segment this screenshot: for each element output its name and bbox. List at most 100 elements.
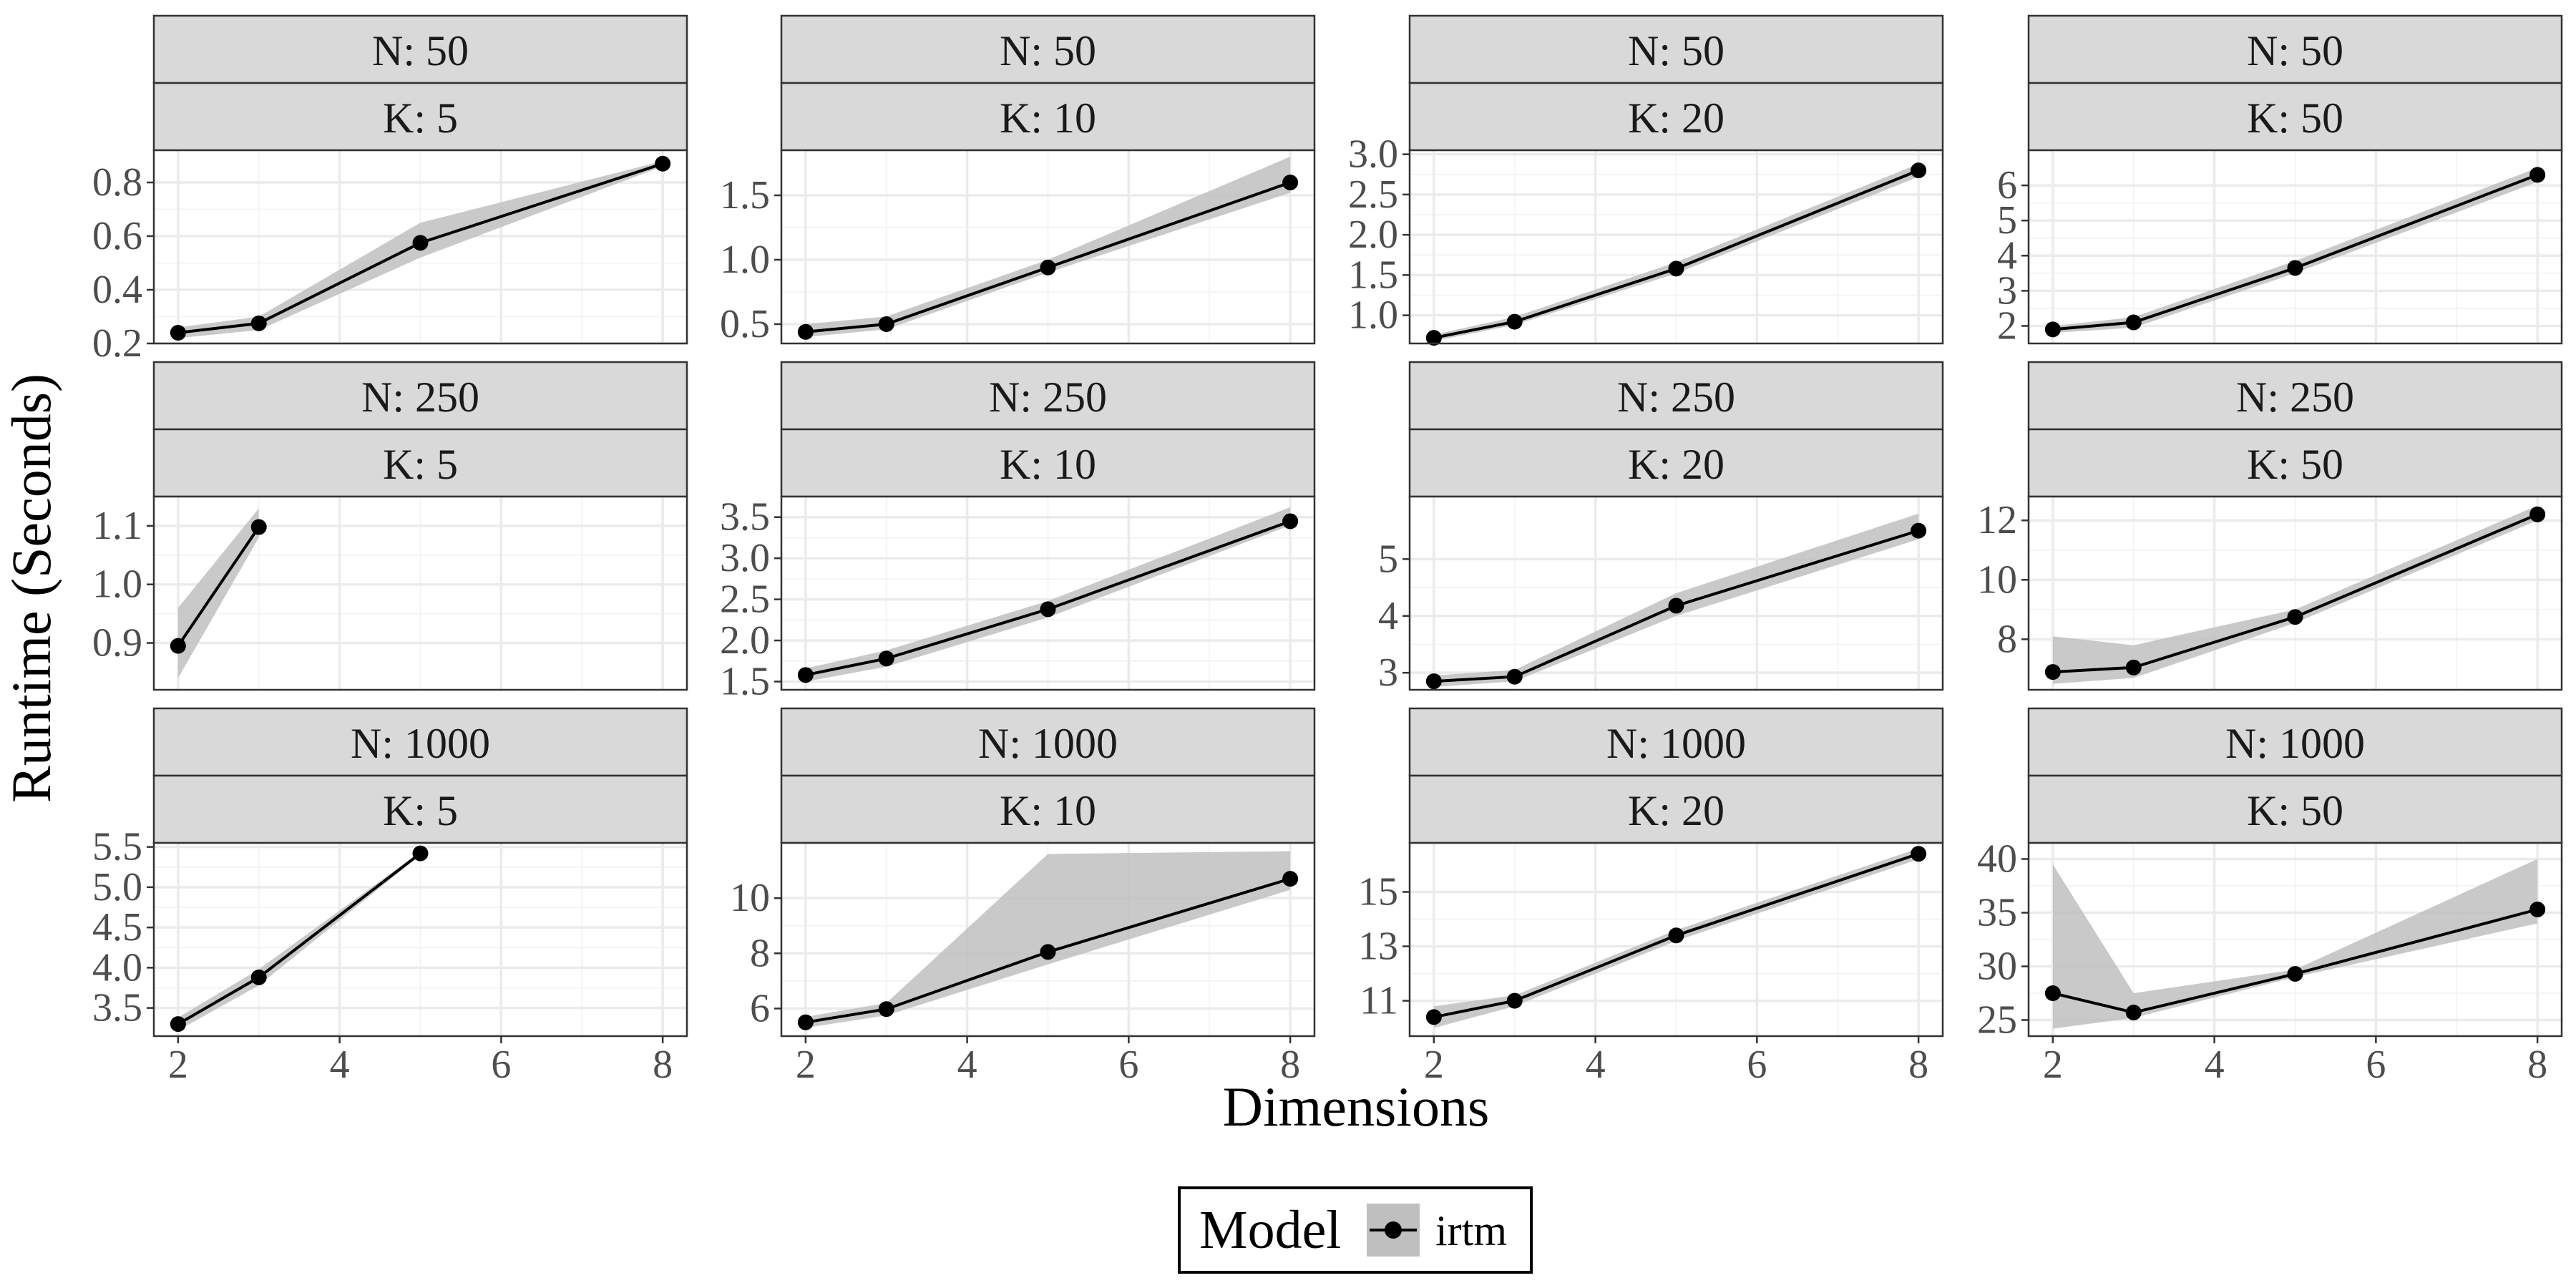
data-point <box>2529 167 2546 183</box>
data-point <box>1040 944 1056 960</box>
y-tick-label: 30 <box>1977 945 2017 989</box>
data-point <box>1668 927 1684 944</box>
series-line-irtm <box>2052 173 2538 331</box>
data-point <box>1282 871 1299 887</box>
y-tick-label: 3 <box>1997 268 2017 313</box>
y-tick-label: 5.0 <box>92 865 142 909</box>
data-point <box>2287 966 2303 982</box>
data-point <box>250 315 267 331</box>
strip-k-n-1000-k-50 <box>2027 774 2563 844</box>
data-point <box>1506 992 1523 1009</box>
panel-n-1000-k-20: N: 1000 K: 20 11 13 15 2 4 6 8 <box>1358 707 1944 1087</box>
y-tick-label: 1.0 <box>1348 293 1398 338</box>
strip-k-n-50-k-20 <box>1408 82 1944 152</box>
strip-n-n-250-k-5 <box>152 361 688 431</box>
data-point <box>797 667 814 683</box>
y-tick-label: 1.0 <box>92 562 142 607</box>
x-axis-title: Dimensions <box>1223 1075 1490 1138</box>
series-line-irtm <box>2052 513 2538 674</box>
panel-border <box>2027 149 2563 345</box>
y-tick-label: 3.0 <box>720 536 770 580</box>
strip-k-label: K: 50 <box>2247 441 2343 488</box>
strip-n-label: N: 250 <box>361 374 479 421</box>
strip-k-label: K: 20 <box>1628 94 1724 142</box>
strip-k-n-250-k-50 <box>2027 428 2563 498</box>
data-point <box>2044 321 2061 338</box>
y-tick-label: 0.6 <box>92 214 142 258</box>
strip-k-n-250-k-5 <box>152 428 688 498</box>
y-tick-label: 0.8 <box>92 160 142 205</box>
legend-label-irtm: irtm <box>1435 1207 1507 1254</box>
panel-border <box>1408 149 1944 345</box>
strip-n-n-250-k-50 <box>2027 361 2563 431</box>
data-point <box>250 969 267 985</box>
panel-border <box>780 841 1316 1038</box>
panel-border <box>1408 841 1944 1038</box>
panel-n-250-k-10: N: 250 K: 10 1.52.02.53.03.5 <box>720 361 1316 704</box>
y-tick-label: 3 <box>1378 650 1398 695</box>
data-point <box>412 235 429 251</box>
y-tick-label: 0.4 <box>92 268 142 312</box>
strip-n-n-50-k-10 <box>780 14 1316 84</box>
confidence-ribbon <box>2052 859 2538 1029</box>
y-tick-label: 5 <box>1378 537 1398 581</box>
data-point <box>2287 260 2303 276</box>
strip-n-label: N: 250 <box>2236 374 2354 421</box>
y-tick-label: 1.5 <box>720 660 770 704</box>
data-point <box>1911 846 1927 862</box>
x-tick-label: 8 <box>2527 1043 2547 1087</box>
strip-n-n-1000-k-50 <box>2027 707 2563 777</box>
y-tick-label: 8 <box>750 931 770 975</box>
y-tick-label: 15 <box>1358 869 1398 914</box>
series-line-irtm <box>1433 169 1919 340</box>
x-tick-label: 4 <box>2205 1043 2225 1087</box>
strip-n-n-1000-k-5 <box>152 707 688 777</box>
strip-n-n-50-k-5 <box>152 14 688 84</box>
y-tick-label: 5 <box>1997 198 2017 243</box>
strip-n-label: N: 50 <box>1000 27 1096 74</box>
panel-n-250-k-20: N: 250 K: 20 3 4 5 <box>1378 361 1944 695</box>
panel-border <box>2027 841 2563 1038</box>
data-point <box>2125 1005 2142 1020</box>
strip-n-label: N: 1000 <box>1606 720 1746 767</box>
panel-n-50-k-5: N: 50 K: 5 0.2 0.4 0.6 0.8 <box>92 14 688 366</box>
data-point <box>878 316 894 332</box>
panel-border <box>780 149 1316 345</box>
strip-n-n-250-k-10 <box>780 361 1316 431</box>
y-tick-label: 4 <box>1997 233 2017 278</box>
y-tick-label: 2.5 <box>720 577 770 622</box>
panel-n-250-k-5: N: 250 K: 5 0.9 1.0 1.1 <box>92 361 688 691</box>
x-tick-label: 4 <box>1586 1043 1606 1087</box>
legend-box <box>1178 1186 1533 1274</box>
data-point <box>2044 664 2061 680</box>
x-tick-label: 2 <box>2043 1043 2063 1087</box>
legend-key-point <box>1385 1221 1402 1239</box>
panel-border <box>152 841 688 1038</box>
data-point <box>170 1016 186 1033</box>
x-tick-label: 2 <box>1424 1043 1444 1087</box>
y-tick-label: 4.0 <box>92 945 142 990</box>
data-point <box>1668 597 1684 614</box>
strip-k-n-1000-k-10 <box>780 774 1316 844</box>
strip-k-label: K: 50 <box>2247 787 2343 834</box>
data-point <box>2529 902 2546 917</box>
x-tick-label: 8 <box>1280 1043 1300 1087</box>
y-tick-label: 35 <box>1977 891 2017 935</box>
strip-n-label: N: 50 <box>1628 27 1724 74</box>
y-tick-label: 0.9 <box>92 621 142 665</box>
y-tick-label: 3.0 <box>1348 132 1398 177</box>
data-point <box>2529 506 2546 522</box>
data-point <box>1425 673 1442 690</box>
strip-k-n-50-k-10 <box>780 82 1316 152</box>
y-tick-label: 25 <box>1977 998 2017 1043</box>
strip-k-n-1000-k-5 <box>152 774 688 844</box>
strip-n-label: N: 50 <box>2247 27 2343 74</box>
data-point <box>170 325 186 341</box>
series-line-irtm <box>1433 852 1919 1019</box>
panel-border <box>780 495 1316 691</box>
strip-n-label: N: 250 <box>989 374 1107 421</box>
series-line-irtm <box>177 162 663 334</box>
panel-border <box>152 149 688 345</box>
data-point <box>878 1001 894 1018</box>
strip-k-label: K: 20 <box>1628 441 1724 488</box>
